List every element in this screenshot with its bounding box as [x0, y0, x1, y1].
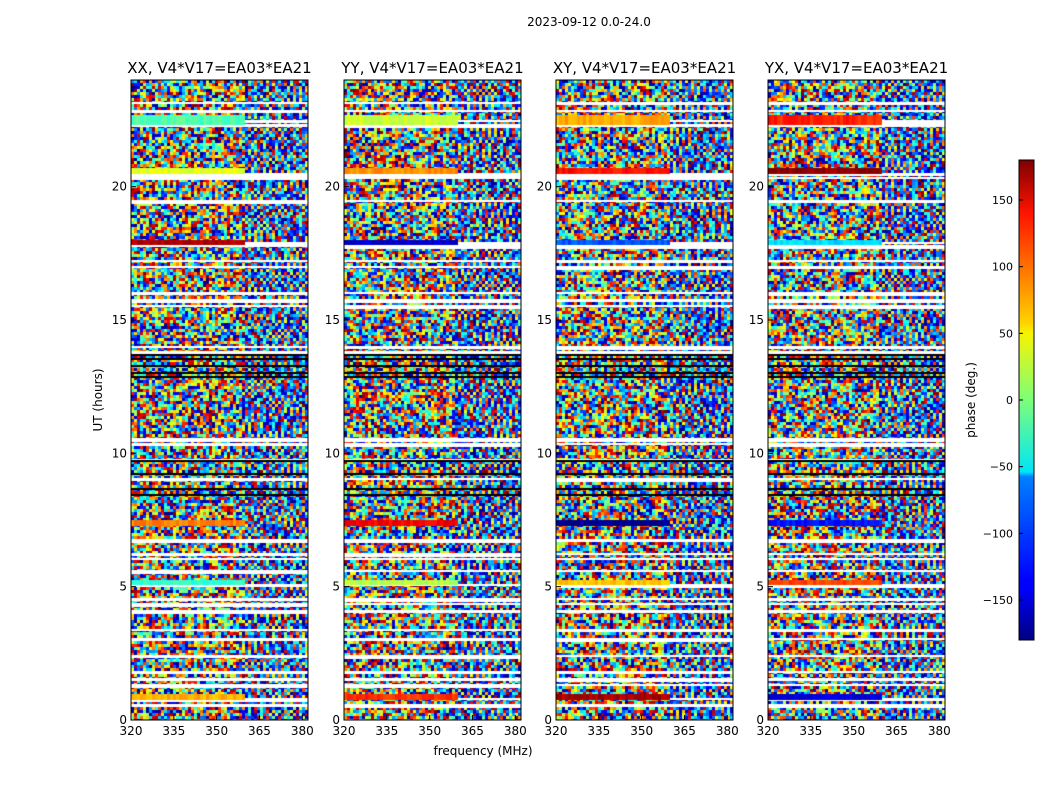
panel-title: XY, V4*V17=EA03*EA21 [553, 59, 736, 77]
colorbar-tick-label: 100 [992, 261, 1013, 274]
x-tick-label: 350 [418, 724, 441, 738]
figure-suptitle: 2023-09-12 0.0-24.0 [527, 15, 651, 29]
x-tick-label: 335 [162, 724, 185, 738]
y-tick-label: 0 [332, 713, 340, 727]
x-tick-label: 350 [842, 724, 865, 738]
y-tick-label: 0 [544, 713, 552, 727]
panels: XX, V4*V17=EA03*EA21 320 335 350 365 380 0 5 10 1… [112, 59, 951, 738]
axes-frame [767, 79, 946, 721]
y-tick-label: 20 [749, 180, 764, 194]
colorbar-tick-label: −100 [983, 527, 1013, 540]
y-tick-label: 5 [544, 580, 552, 594]
colorbar-tick-label: −150 [983, 594, 1013, 607]
x-tick-label: 380 [291, 724, 314, 738]
y-tick-label: 0 [756, 713, 764, 727]
axes-frame [555, 79, 734, 721]
y-tick-label: 0 [119, 713, 127, 727]
y-tick-label: 5 [119, 580, 127, 594]
x-tick-label: 320 [545, 724, 568, 738]
y-tick-label: 20 [537, 180, 552, 194]
x-tick-label: 365 [673, 724, 696, 738]
y-tick-label: 20 [325, 180, 340, 194]
x-tick-label: 380 [928, 724, 951, 738]
phase-heatmap [556, 80, 733, 720]
x-axis-label: frequency (MHz) [433, 744, 532, 758]
x-tick-label: 365 [885, 724, 908, 738]
colorbar-tick-label: 50 [999, 327, 1013, 340]
x-tick-label: 365 [248, 724, 271, 738]
x-tick-label: 335 [587, 724, 610, 738]
y-tick-label: 5 [332, 580, 340, 594]
x-tick-label: 380 [716, 724, 739, 738]
y-tick-label: 15 [325, 313, 340, 327]
y-tick-label: 5 [756, 580, 764, 594]
y-axis-label: UT (hours) [91, 368, 105, 431]
panel-1: XX, V4*V17=EA03*EA21 320 335 350 365 380 0 5 10 1… [112, 59, 314, 738]
y-tick-label: 10 [749, 446, 764, 460]
x-tick-label: 335 [799, 724, 822, 738]
phase-heatmap [344, 80, 521, 720]
panel-title: XX, V4*V17=EA03*EA21 [127, 59, 311, 77]
colorbar-tick-label: −50 [990, 461, 1013, 474]
y-tick-label: 15 [537, 313, 552, 327]
x-tick-label: 350 [630, 724, 653, 738]
colorbar-tick-label: 150 [992, 194, 1013, 207]
phase-heatmap [131, 80, 308, 720]
panel-4: YX, V4*V17=EA03*EA21 320 335 350 365 380 0 5 10 1… [749, 59, 951, 738]
x-tick-label: 350 [205, 724, 228, 738]
colorbar: 150 100 50 0 −50 −100 −150 phase (deg.) [964, 159, 1035, 641]
axes-frame [343, 79, 522, 721]
colorbar-tick-label: 0 [1006, 394, 1013, 407]
x-tick-label: 320 [120, 724, 143, 738]
y-tick-label: 10 [325, 446, 340, 460]
x-tick-label: 335 [375, 724, 398, 738]
panel-2: YY, V4*V17=EA03*EA21 320 335 350 365 380 0 5 10 1… [325, 59, 527, 738]
panel-3: XY, V4*V17=EA03*EA21 320 335 350 365 380 0 5 10 1… [537, 59, 739, 738]
colorbar-label: phase (deg.) [964, 362, 978, 438]
colorbar-ticks: 150 100 50 0 −50 −100 −150 [983, 194, 1023, 607]
panel-title: YY, V4*V17=EA03*EA21 [340, 59, 523, 77]
phase-heatmap [768, 80, 945, 720]
panel-title: YX, V4*V17=EA03*EA21 [764, 59, 948, 77]
y-tick-label: 15 [749, 313, 764, 327]
x-tick-label: 320 [333, 724, 356, 738]
x-tick-label: 365 [461, 724, 484, 738]
y-tick-label: 20 [112, 180, 127, 194]
x-tick-label: 320 [757, 724, 780, 738]
axes-frame [130, 79, 309, 721]
y-tick-label: 10 [112, 446, 127, 460]
y-tick-label: 10 [537, 446, 552, 460]
x-tick-label: 380 [504, 724, 527, 738]
y-tick-label: 15 [112, 313, 127, 327]
